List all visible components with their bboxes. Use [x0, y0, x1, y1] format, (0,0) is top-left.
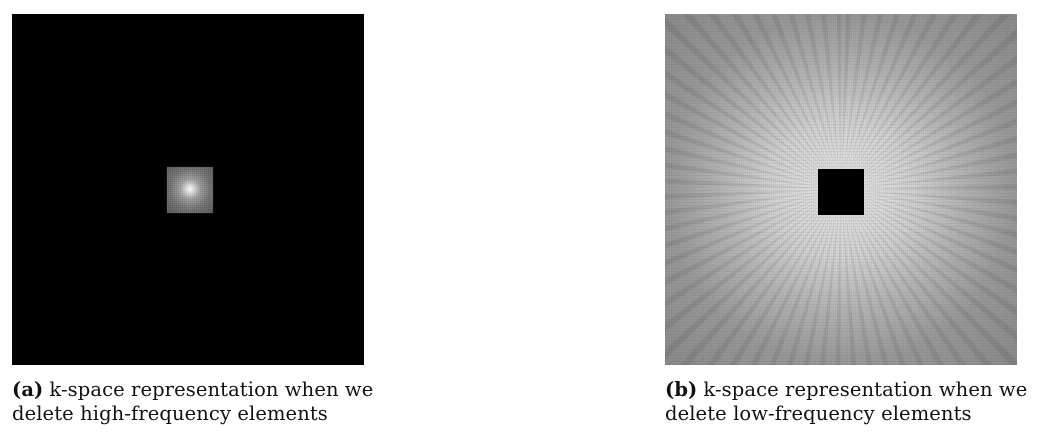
caption-a-line-1: k-space representation when we — [49, 378, 374, 401]
deleted-center-square — [818, 169, 864, 215]
caption-a-line-2: delete high-frequency elements — [12, 402, 328, 425]
kspace-image-low-frequency-deleted — [665, 14, 1017, 365]
subfigure-b: (b) k-space representation when we delete… — [665, 14, 1027, 426]
kspace-image-high-frequency-deleted — [12, 14, 364, 365]
caption-a: (a) k-space representation when we delete… — [12, 378, 373, 426]
low-frequency-center-square — [167, 167, 213, 213]
caption-b: (b) k-space representation when we delete… — [665, 378, 1027, 426]
caption-b-line-2: delete low-frequency elements — [665, 402, 972, 425]
caption-label-b: (b) — [665, 378, 698, 401]
caption-b-line-1: k-space representation when we — [703, 378, 1028, 401]
subfigure-a: (a) k-space representation when we delete… — [12, 14, 373, 426]
caption-label-a: (a) — [12, 378, 44, 401]
